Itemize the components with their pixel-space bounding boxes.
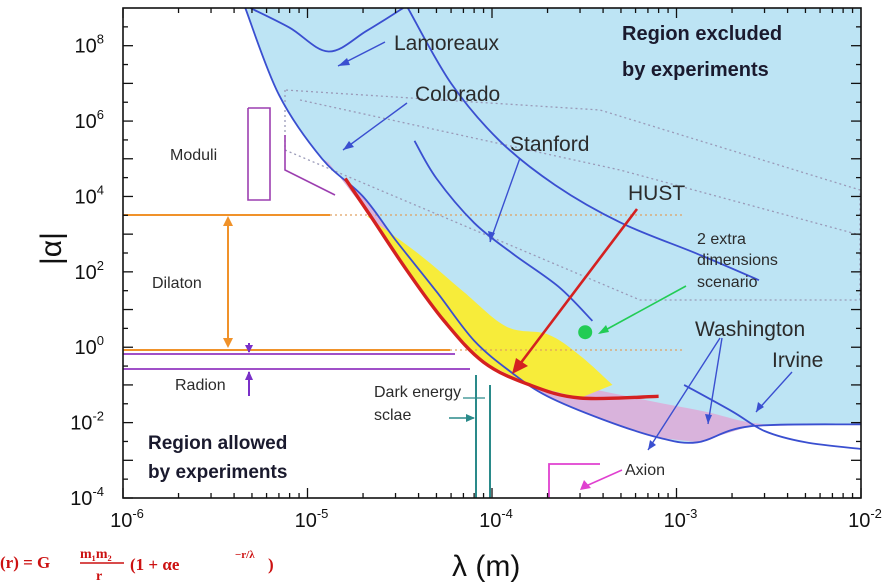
axion-pointer [585,469,623,487]
radion-label: Radion [175,377,226,394]
stanford-label: Stanford [510,133,589,156]
region-excluded [245,8,861,443]
series-washington-line [244,8,861,444]
y-tick-label: 104 [75,182,104,208]
radion-arrowhead-down [245,345,253,353]
radion-arrowhead-up [245,371,253,380]
extra-dim-label-1: 2 extra [697,231,746,248]
dark-energy-label-1: Dark energy [374,384,461,401]
y-tick-label: 102 [75,258,104,284]
axion-label: Axion [625,462,665,479]
allowed-label-1: Region allowed [148,433,287,454]
irvine-label: Irvine [772,349,823,372]
formula-close: ) [268,555,274,574]
formula-exponent: −r/λ [235,549,255,561]
stanford-pointer [489,157,521,243]
series-lamoreaux-line [249,8,404,53]
washington-pointer-2 [707,337,723,425]
series-stanford-line [413,140,594,322]
x-tick-label: 10-2 [848,506,882,532]
moduli-line [284,135,336,196]
axion-box [548,463,600,498]
moduli-label: Moduli [170,147,217,164]
axion-arrowhead [580,480,591,490]
excluded-label-1: Region excluded [622,23,782,45]
extra-dim-point [578,325,593,340]
formula-paren: (1 + αe [130,555,180,574]
dilaton-label: Dilaton [152,275,202,292]
extra-dim-label-3: scenario [697,274,758,291]
dilaton-arrowhead-up [223,216,233,226]
formula-numerator: m₁m₂ [80,547,112,562]
washington-label: Washington [695,318,805,341]
dark-energy-label-2: sclae [374,407,411,424]
excluded-label-2: by experiments [622,59,769,81]
y-tick-label: 100 [75,333,104,359]
x-tick-label: 10-6 [110,506,144,532]
y-tick-label: 106 [75,107,104,133]
formula: (r) = G m₁m₂ r (1 + αe −r/λ ) [0,547,274,583]
hust-arrowhead [512,358,528,374]
formula-lhs: (r) = G [0,553,50,572]
colorado-pointer [342,102,408,151]
y-tick-label: 10-4 [70,484,104,510]
y-tick-label: 108 [75,32,104,58]
x-tick-label: 10-3 [664,506,698,532]
moduli-box [247,107,271,201]
series-colorado-line [407,8,760,282]
hust-label: HUST [628,182,685,205]
extra-dim-arrowhead [598,325,609,334]
series-irvine-line [683,384,861,450]
lamoreaux-label: Lamoreaux [394,32,500,55]
colorado-label: Colorado [415,83,500,106]
formula-denominator: r [96,569,102,583]
extra-dim-pointer [599,285,687,334]
y-axis-label: |α| [35,232,68,265]
x-tick-label: 10-4 [479,506,513,532]
annotation-arrowheads [338,58,764,450]
x-tick-label: 10-5 [295,506,329,532]
x-axis-label: λ (m) [452,550,520,583]
series-hust-line [343,177,659,401]
dilaton-arrowhead-down [223,338,233,348]
region-hust [366,216,613,398]
allowed-label-2: by experiments [148,462,287,483]
extra-dim-label-2: dimensions [697,252,778,269]
y-tick-label: 10-2 [70,409,104,435]
dark-energy-arrowhead [466,414,475,422]
washington-pointer-1 [647,337,721,451]
hust-pointer [518,208,639,365]
